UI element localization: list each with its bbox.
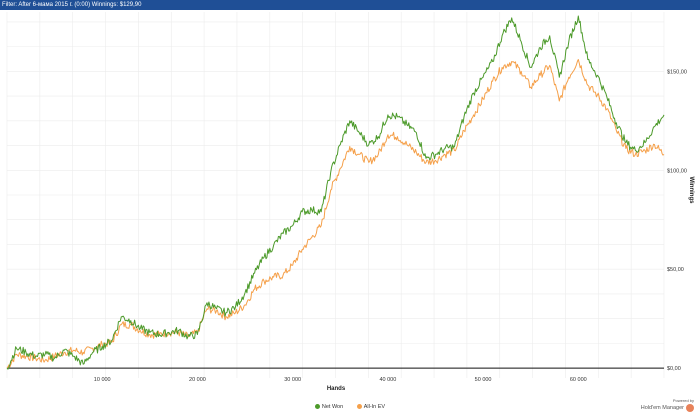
filter-bar: Filter: After 6-мама 2015 г. (0:00) Winn… — [0, 0, 700, 10]
y-tick-label: $100,00 — [667, 168, 687, 174]
x-tick-label: 50 000 — [475, 377, 492, 383]
x-tick-label: 20 000 — [189, 377, 206, 383]
y-tick-label: $50,00 — [667, 267, 684, 273]
x-axis-label: Hands — [327, 386, 346, 392]
x-axis-ticks: 10 000 20 000 30 000 40 000 50 000 60 000 — [94, 377, 587, 383]
y-tick-label: $0,00 — [667, 366, 681, 372]
y-axis-label: Winnings — [688, 177, 694, 205]
brand-powered-by: Powered by — [672, 398, 694, 403]
brand-name: Hold'em Manager — [640, 405, 684, 411]
legend-item-all-in-ev[interactable]: All-In EV — [356, 402, 386, 412]
legend-item-net-won[interactable]: Net Won — [314, 402, 344, 412]
chart-grid — [6, 12, 665, 378]
chart-legend: Net Won All-In EV — [0, 402, 700, 412]
legend-label-all-in-ev: All-In EV — [363, 404, 386, 410]
legend-swatch-all-in-ev — [356, 404, 362, 410]
y-axis-ticks: $0,00 $50,00 $100,00 $150,00 — [667, 69, 687, 372]
brand-logo: Powered by Hold'em Manager — [641, 399, 694, 413]
series-line-net-won — [6, 15, 665, 370]
legend-label-net-won: Net Won — [321, 404, 344, 410]
x-tick-label: 40 000 — [379, 377, 396, 383]
x-tick-label: 30 000 — [284, 377, 301, 383]
filter-text: Filter: After 6-мама 2015 г. (0:00) Winn… — [2, 2, 142, 8]
legend-swatch-net-won — [314, 404, 320, 410]
x-tick-label: 10 000 — [94, 377, 111, 383]
y-tick-label: $150,00 — [667, 69, 687, 75]
holdem-manager-logo-icon — [686, 403, 694, 412]
series-line-all-in-ev — [6, 59, 665, 369]
series-group — [6, 15, 665, 370]
x-tick-label: 60 000 — [570, 377, 587, 383]
